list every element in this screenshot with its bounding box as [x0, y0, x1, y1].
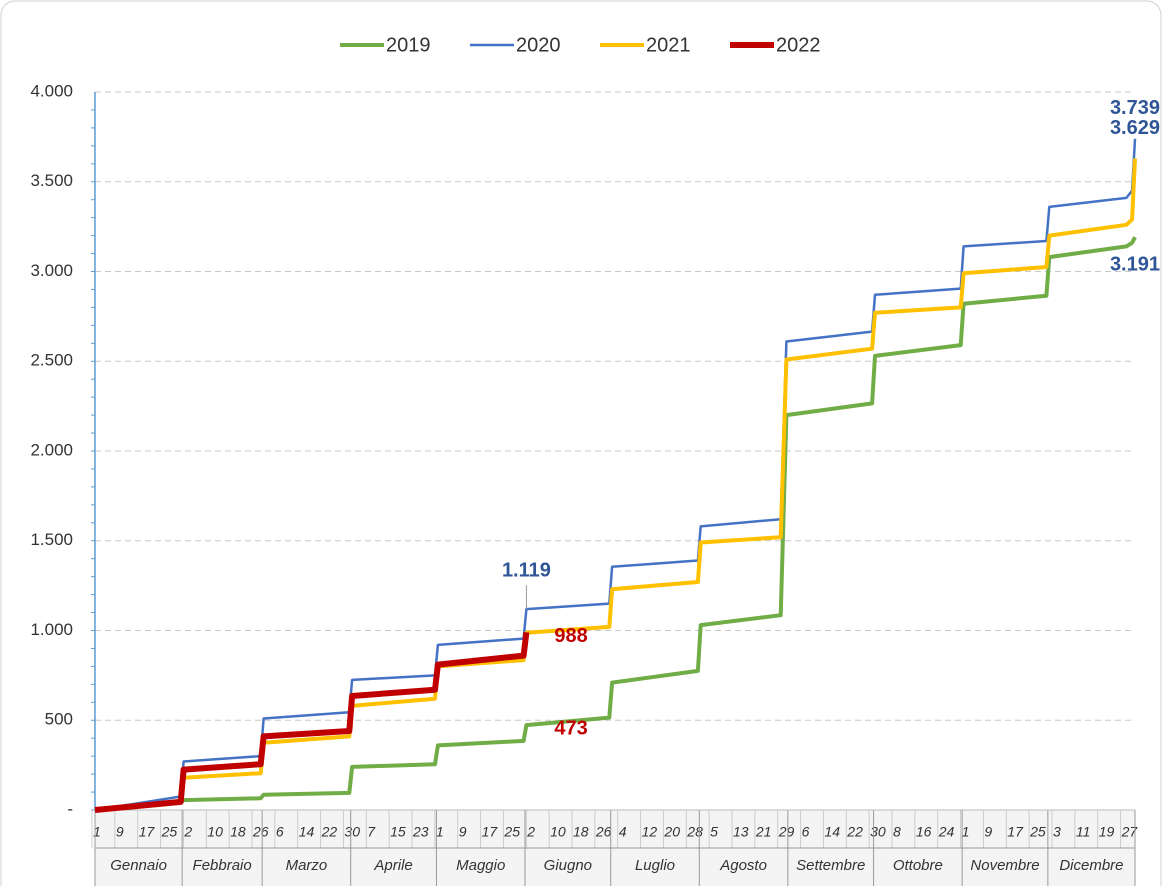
- series-line: [94, 236, 1137, 812]
- x-tick-label: 1: [93, 824, 101, 840]
- x-tick-label: 13: [733, 824, 749, 840]
- x-tick-label: 10: [207, 824, 223, 840]
- month-label: Aprile: [373, 857, 412, 874]
- x-tick-label: 26: [595, 824, 612, 840]
- x-tick-label: 2: [526, 824, 535, 840]
- y-tick-label: 1.000: [30, 620, 73, 639]
- x-tick-label: 17: [482, 824, 499, 840]
- y-tick-label: 1.500: [30, 530, 73, 549]
- x-tick-label: 29: [778, 824, 795, 840]
- x-tick-label: 28: [686, 824, 703, 840]
- x-tick-label: 18: [230, 824, 246, 840]
- x-tick-label: 14: [824, 824, 840, 840]
- x-tick-label: 10: [550, 824, 566, 840]
- x-tick-label: 7: [367, 824, 376, 840]
- x-tick-label: 17: [139, 824, 156, 840]
- y-tick-label: 2.000: [30, 440, 73, 459]
- x-tick-label: 27: [1121, 824, 1139, 840]
- series-line: [94, 631, 530, 813]
- x-tick-label: 3: [1053, 824, 1061, 840]
- y-tick-label: -: [67, 799, 73, 818]
- x-tick-label: 24: [938, 824, 955, 840]
- y-tick-label: 3.500: [30, 171, 73, 190]
- x-tick-label: 19: [1099, 824, 1115, 840]
- x-tick-label: 23: [412, 824, 429, 840]
- month-label: Agosto: [719, 857, 767, 874]
- x-tick-label: 22: [846, 824, 863, 840]
- series-line: [94, 158, 1137, 812]
- x-tick-label: 4: [619, 824, 627, 840]
- month-label: Maggio: [456, 857, 505, 874]
- x-tick-label: 9: [116, 824, 124, 840]
- y-tick-label: 500: [45, 710, 73, 729]
- y-tick-label: 4.000: [30, 81, 73, 100]
- month-label: Settembre: [796, 857, 865, 874]
- legend-label: 2020: [516, 34, 561, 56]
- x-tick-label: 21: [755, 824, 772, 840]
- month-label: Luglio: [635, 857, 675, 874]
- month-label: Marzo: [286, 857, 328, 874]
- y-tick-label: 2.500: [30, 351, 73, 370]
- x-tick-label: 16: [916, 824, 932, 840]
- value-label: 988: [554, 625, 587, 647]
- legend-label: 2021: [646, 34, 691, 56]
- x-tick-label: 6: [276, 824, 284, 840]
- month-label: Febbraio: [193, 857, 252, 874]
- x-tick-label: 26: [252, 824, 269, 840]
- legend-label: 2019: [386, 34, 431, 56]
- month-label: Ottobre: [893, 857, 943, 874]
- x-tick-label: 2: [183, 824, 192, 840]
- series-line: [94, 138, 1137, 812]
- month-label: Novembre: [970, 857, 1039, 874]
- x-tick-label: 1: [436, 824, 444, 840]
- x-tick-label: 6: [802, 824, 810, 840]
- y-tick-label: 3.000: [30, 261, 73, 280]
- value-label: 1.119: [502, 559, 551, 581]
- x-tick-label: 5: [710, 824, 718, 840]
- legend-label: 2022: [776, 34, 821, 56]
- month-label: Gennaio: [110, 857, 167, 874]
- x-tick-label: 9: [459, 824, 467, 840]
- x-tick-label: 15: [390, 824, 406, 840]
- x-tick-label: 11: [1076, 824, 1091, 840]
- value-label: 3.739: [1110, 97, 1160, 119]
- month-label: Giugno: [544, 857, 592, 874]
- x-tick-label: 25: [1029, 824, 1046, 840]
- x-tick-label: 9: [984, 824, 992, 840]
- x-tick-label: 25: [161, 824, 178, 840]
- x-tick-label: 18: [573, 824, 589, 840]
- value-label: 3.629: [1110, 117, 1160, 139]
- value-label: 3.191: [1110, 253, 1160, 275]
- x-tick-label: 30: [344, 824, 360, 840]
- x-tick-label: 12: [642, 824, 658, 840]
- x-tick-label: 30: [870, 824, 886, 840]
- x-tick-label: 14: [299, 824, 315, 840]
- x-tick-label: 1: [962, 824, 970, 840]
- x-tick-label: 17: [1007, 824, 1024, 840]
- value-label: 473: [554, 717, 587, 739]
- x-tick-label: 25: [503, 824, 520, 840]
- month-label: Dicembre: [1059, 857, 1123, 874]
- x-tick-label: 8: [893, 824, 901, 840]
- x-tick-label: 22: [321, 824, 338, 840]
- x-tick-label: 20: [663, 824, 680, 840]
